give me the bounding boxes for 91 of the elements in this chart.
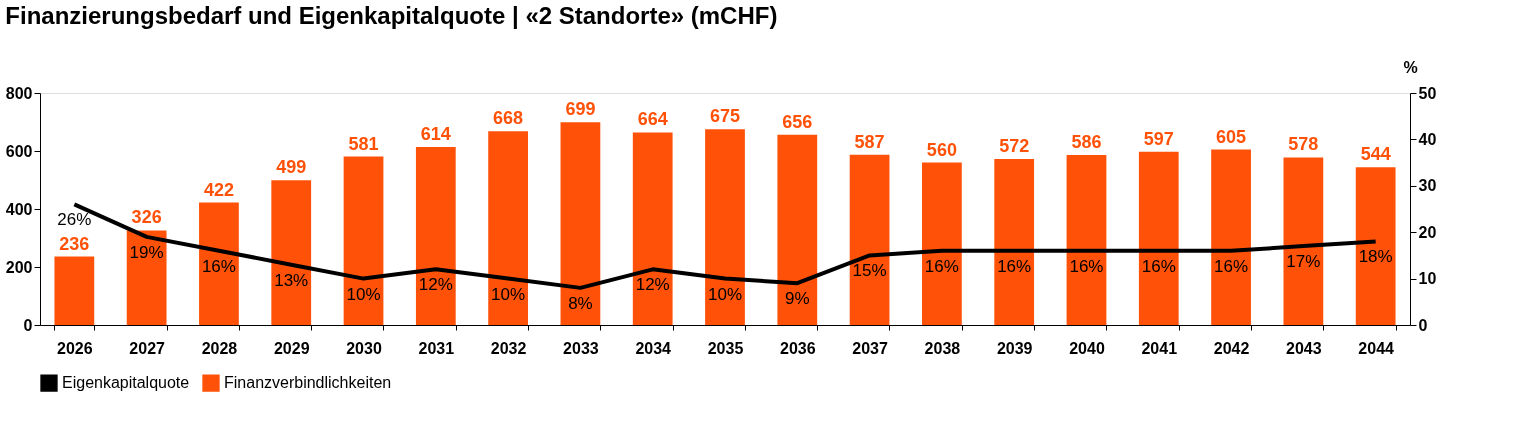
bar [632,132,673,325]
data-label: 422 [203,179,234,200]
x-tick-label: 2044 [1358,339,1395,357]
legend-label: Finanzverbindlichkeiten [224,374,392,392]
y2-tick-label: 50 [1418,84,1437,102]
data-label: 9% [785,289,810,309]
x-tick-label: 2040 [1069,339,1105,357]
legend-label: Eigenkapitalquote [62,374,190,392]
data-label: 614 [420,123,451,144]
data-label: 16% [1141,256,1176,276]
x-tick-label: 2031 [418,339,455,357]
x-tick-label: 2043 [1286,339,1322,357]
bar [1355,167,1396,325]
data-label: 605 [1216,126,1247,147]
y2-tick-label: 40 [1418,130,1437,148]
x-tick-label: 2027 [129,339,166,357]
y-tick-label: 800 [5,84,33,102]
data-label: 656 [782,111,813,132]
data-label: 16% [201,256,236,276]
data-label: 19% [129,242,164,262]
bar [560,122,601,325]
bar [849,154,890,325]
data-label: 572 [999,136,1030,157]
data-label: 10% [346,284,381,304]
x-tick-label: 2039 [996,339,1033,357]
chart-title: Finanzierungsbedarf und Eigenkapitalquote | «2 Standorte» (mCHF) [5,2,778,29]
y-tick-label: 0 [23,316,33,334]
bar [1211,149,1251,325]
data-label: 16% [997,256,1032,276]
data-label: 236 [59,233,90,254]
bar [488,131,528,325]
data-label: 26% [57,210,92,230]
data-label: 699 [565,99,596,120]
data-label: 16% [1214,256,1249,276]
bar [199,202,239,325]
y-tick-label: 400 [5,200,33,218]
bar [1138,151,1179,325]
y2-tick-label: 20 [1418,223,1437,241]
x-tick-label: 2035 [707,339,744,357]
bar [922,162,962,325]
bar [1283,157,1324,325]
x-tick-label: 2028 [201,339,238,357]
data-label: 587 [854,131,885,152]
data-label: 12% [418,275,453,295]
data-label: 18% [1358,247,1393,267]
bar [343,156,384,325]
data-label: 15% [852,261,887,281]
x-tick-label: 2030 [346,339,382,357]
data-label: 12% [635,275,670,295]
data-label: 8% [568,293,593,313]
bar [705,129,745,325]
data-label: 586 [1071,132,1102,153]
y2-axis-title: % [1403,58,1418,76]
data-label: 664 [637,109,668,130]
x-tick-label: 2041 [1141,339,1178,357]
data-label: 16% [1069,256,1104,276]
data-label: 326 [131,207,162,228]
data-label: 675 [709,106,741,127]
data-label: 597 [1143,128,1174,149]
bar [126,230,167,325]
x-tick-label: 2037 [852,339,888,357]
y2-tick-label: 10 [1418,270,1437,288]
y-tick-label: 200 [5,258,33,276]
y-tick-label: 600 [5,142,33,160]
bar [1066,155,1107,325]
x-tick-label: 2026 [57,339,93,357]
x-tick-label: 2032 [490,339,527,357]
data-label: 16% [924,256,959,276]
x-tick-label: 2033 [563,339,599,357]
data-label: 668 [493,108,524,129]
data-label: 10% [707,284,743,304]
y2-tick-label: 30 [1418,177,1437,195]
bar [271,180,312,325]
data-label: 560 [926,139,957,160]
data-label: 581 [348,133,379,154]
x-tick-label: 2038 [924,339,961,357]
x-tick-label: 2036 [780,339,816,357]
bar [54,256,95,325]
x-tick-label: 2029 [273,339,310,357]
data-label: 544 [1360,144,1391,165]
data-label: 13% [274,270,309,290]
bar [994,159,1035,325]
x-tick-label: 2042 [1213,339,1250,357]
bar [777,134,818,325]
data-label: 10% [491,284,526,304]
y2-tick-label: 0 [1418,316,1428,334]
data-label: 499 [276,157,307,178]
x-tick-label: 2034 [635,339,672,357]
data-label: 578 [1288,134,1319,155]
bar [415,146,456,325]
data-label: 17% [1286,252,1321,272]
